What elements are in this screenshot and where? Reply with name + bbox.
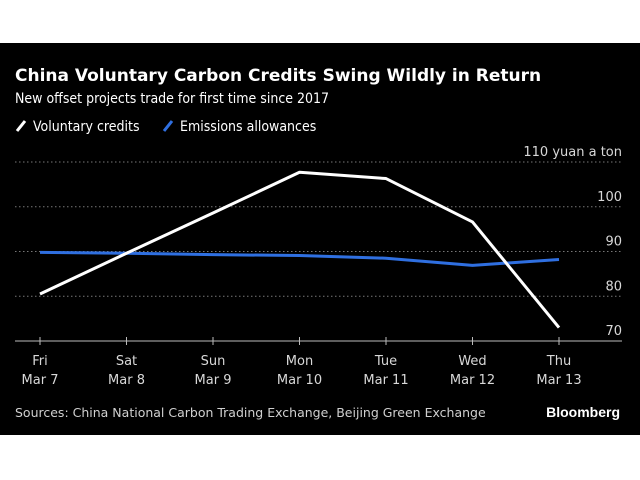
x-tick-label: Mon: [286, 354, 313, 369]
y-tick-label: 90: [605, 235, 622, 250]
y-tick-label: 100: [597, 190, 622, 205]
x-tick-label: Mar 9: [195, 373, 232, 388]
x-tick-label: Thu: [546, 354, 571, 369]
x-tick-label: Tue: [374, 354, 397, 369]
legend-label-voluntary: Voluntary credits: [33, 119, 140, 135]
x-tick-label: Mar 13: [536, 373, 581, 388]
x-tick-label: Mar 8: [108, 373, 145, 388]
x-tick-label: Mar 11: [363, 373, 408, 388]
legend: Voluntary credits Emissions allowances: [15, 119, 316, 135]
legend-swatch-allowances: [162, 120, 174, 132]
y-tick-label: 110 yuan a ton: [523, 145, 622, 160]
x-tick-label: Mar 10: [277, 373, 322, 388]
legend-swatch-voluntary: [15, 120, 27, 132]
bloomberg-logo: Bloomberg: [546, 404, 620, 420]
chart-subtitle: New offset projects trade for first time…: [15, 91, 329, 107]
x-tick-label: Wed: [458, 354, 486, 369]
chart-title: China Voluntary Carbon Credits Swing Wil…: [15, 66, 541, 86]
y-tick-label: 80: [605, 279, 622, 294]
x-tick-label: Sun: [201, 354, 226, 369]
x-tick-label: Mar 12: [450, 373, 495, 388]
x-tick-label: Mar 7: [22, 373, 59, 388]
source-note: Sources: China National Carbon Trading E…: [15, 405, 486, 420]
legend-label-allowances: Emissions allowances: [180, 119, 316, 135]
y-tick-label: 70: [605, 324, 622, 339]
series-line-voluntary-credits: [39, 170, 561, 329]
chart-panel: [0, 43, 640, 435]
x-tick-label: Fri: [32, 354, 48, 369]
x-tick-label: Sat: [116, 354, 137, 369]
